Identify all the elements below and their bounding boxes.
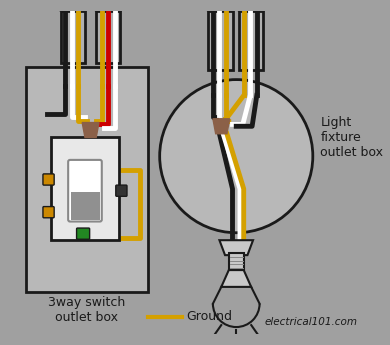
FancyBboxPatch shape [71,191,100,220]
FancyBboxPatch shape [68,160,102,221]
Text: electrical101.com: electrical101.com [265,317,358,327]
FancyBboxPatch shape [208,11,232,70]
Circle shape [160,80,313,233]
FancyBboxPatch shape [43,174,54,185]
FancyBboxPatch shape [96,11,121,63]
Text: 3way switch
outlet box: 3way switch outlet box [48,296,126,324]
FancyBboxPatch shape [51,138,119,240]
Polygon shape [213,119,230,134]
Polygon shape [221,270,251,287]
FancyBboxPatch shape [43,207,54,218]
Polygon shape [82,122,99,138]
FancyBboxPatch shape [26,68,147,292]
FancyBboxPatch shape [116,185,127,196]
FancyBboxPatch shape [76,228,90,239]
Polygon shape [220,240,253,255]
Text: Ground: Ground [186,310,232,323]
FancyBboxPatch shape [229,253,244,270]
FancyBboxPatch shape [239,11,263,70]
Text: Light
fixture
outlet box: Light fixture outlet box [320,116,383,159]
FancyBboxPatch shape [61,11,85,63]
